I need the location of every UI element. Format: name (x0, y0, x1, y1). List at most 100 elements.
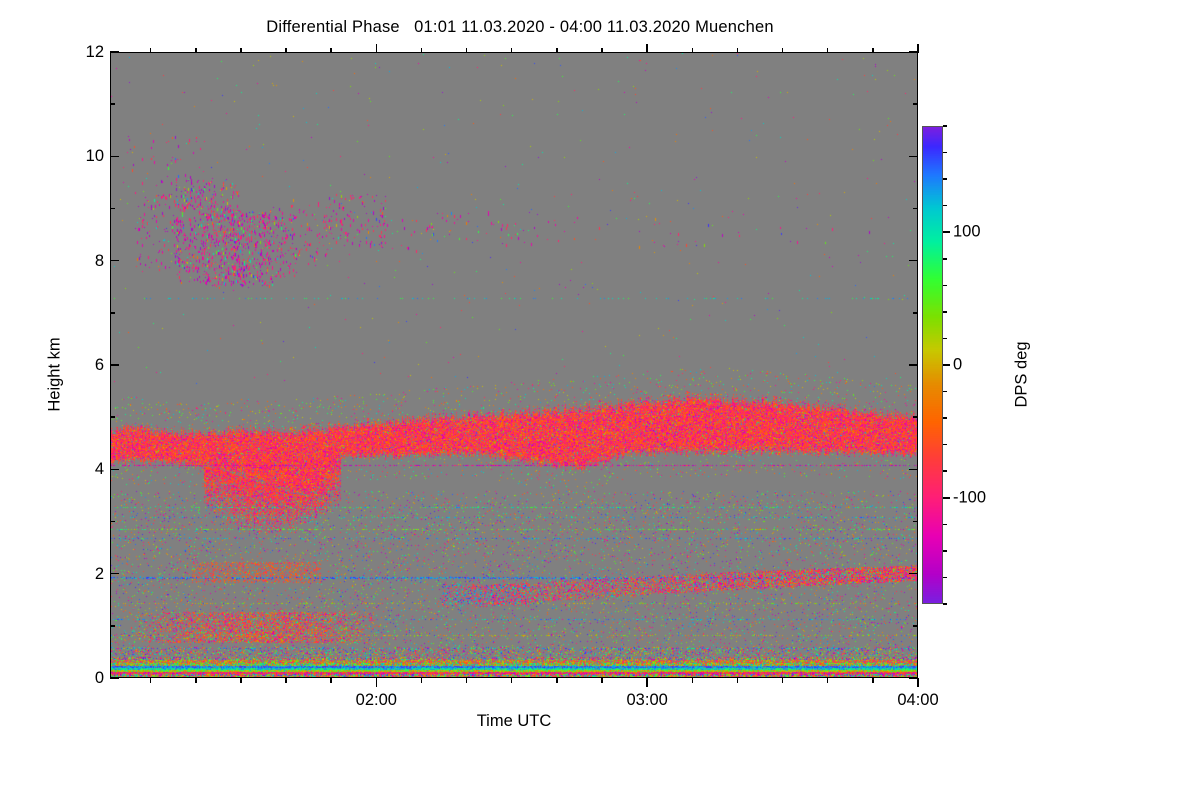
colorbar-minor-tick-mark (943, 125, 947, 127)
x-minor-tick-mark (465, 48, 468, 53)
colorbar-tick-mark (943, 231, 950, 233)
x-minor-tick-mark (872, 48, 874, 53)
y-tick-mark (110, 364, 119, 366)
y-minor-tick-mark (913, 312, 918, 314)
colorbar[interactable] (922, 126, 943, 604)
y-tick-mark (110, 51, 119, 53)
x-tick-label: 02:00 (355, 691, 397, 709)
y-tick-mark (110, 677, 119, 679)
page-title: Differential Phase 01:01 11.03.2020 - 04… (266, 18, 774, 36)
x-minor-tick-mark (736, 678, 739, 683)
y-minor-tick-mark (110, 207, 115, 210)
y-tick-mark (110, 468, 119, 471)
x-tick-label: 03:00 (626, 691, 668, 709)
x-minor-tick-mark (556, 48, 558, 53)
x-minor-tick-mark (601, 678, 603, 683)
colorbar-minor-tick-mark (943, 523, 947, 526)
y-tick-mark (909, 259, 918, 262)
colorbar-minor-tick-mark (943, 151, 947, 154)
x-axis-label: Time UTC (476, 712, 552, 730)
x-minor-tick-mark (420, 678, 423, 683)
x-minor-tick-mark (781, 678, 784, 683)
y-minor-tick-mark (913, 520, 918, 523)
x-tick-mark (375, 678, 378, 687)
x-minor-tick-mark (240, 678, 242, 683)
colorbar-tick-label: 0 (953, 355, 963, 374)
x-minor-tick-mark (781, 48, 784, 53)
x-minor-tick-mark (195, 678, 197, 683)
x-minor-tick-mark (691, 48, 694, 53)
y-minor-tick-mark (110, 625, 115, 627)
y-tick-mark (110, 572, 119, 575)
x-minor-tick-mark (149, 678, 152, 683)
colorbar-minor-tick-mark (943, 417, 947, 419)
colorbar-minor-tick-mark (943, 443, 947, 446)
colorbar-gradient (923, 127, 942, 603)
y-tick-label: 0 (94, 668, 104, 687)
x-minor-tick-mark (285, 48, 287, 53)
x-minor-tick-mark (872, 678, 874, 683)
x-minor-tick-mark (691, 678, 694, 683)
colorbar-minor-tick-mark (943, 603, 947, 605)
x-minor-tick-mark (420, 48, 423, 53)
x-minor-tick-mark (149, 48, 152, 53)
y-tick-label: 12 (85, 42, 104, 61)
x-minor-tick-mark (465, 678, 468, 683)
radar-heatmap-canvas (111, 53, 917, 677)
x-minor-tick-mark (330, 678, 332, 683)
y-tick-mark (110, 155, 119, 158)
y-tick-mark (110, 259, 119, 262)
x-tick-mark (375, 44, 378, 53)
colorbar-minor-tick-mark (943, 550, 947, 552)
colorbar-minor-tick-mark (943, 311, 947, 313)
colorbar-tick-mark (943, 497, 950, 499)
y-axis-label: Height km (45, 337, 64, 412)
y-minor-tick-mark (913, 625, 918, 627)
y-tick-mark (909, 468, 918, 471)
colorbar-tick-label: 100 (953, 222, 981, 241)
y-tick-mark (909, 572, 918, 575)
colorbar-minor-tick-mark (943, 204, 947, 207)
y-tick-label: 2 (94, 564, 104, 583)
colorbar-tick-label: -100 (953, 488, 987, 507)
colorbar-title: DPS deg (1012, 341, 1031, 408)
x-tick-mark (646, 678, 648, 687)
x-minor-tick-mark (195, 48, 197, 53)
y-minor-tick-mark (913, 416, 918, 418)
heatmap-plot-area[interactable] (110, 52, 918, 678)
x-minor-tick-mark (510, 48, 513, 53)
y-minor-tick-mark (110, 312, 115, 314)
colorbar-minor-tick-mark (943, 470, 947, 472)
x-minor-tick-mark (285, 678, 287, 683)
colorbar-minor-tick-mark (943, 576, 947, 579)
colorbar-minor-tick-mark (943, 284, 947, 287)
y-tick-mark (909, 51, 918, 53)
y-tick-label: 8 (94, 251, 104, 270)
y-tick-label: 6 (94, 355, 104, 374)
x-minor-tick-mark (601, 48, 603, 53)
y-minor-tick-mark (913, 103, 918, 105)
x-minor-tick-mark (330, 48, 332, 53)
x-minor-tick-mark (736, 48, 739, 53)
colorbar-minor-tick-mark (943, 258, 947, 260)
colorbar-minor-tick-mark (943, 178, 947, 180)
x-minor-tick-mark (240, 48, 242, 53)
y-tick-label: 4 (94, 460, 104, 479)
y-tick-mark (909, 677, 918, 679)
x-minor-tick-mark (510, 678, 513, 683)
y-minor-tick-mark (110, 103, 115, 105)
colorbar-tick-mark (943, 364, 950, 366)
colorbar-minor-tick-mark (943, 337, 947, 340)
x-tick-mark (917, 678, 919, 687)
y-tick-label: 10 (85, 147, 104, 166)
x-minor-tick-mark (556, 678, 558, 683)
x-tick-label: 04:00 (897, 691, 939, 709)
x-tick-mark (917, 44, 919, 53)
x-tick-mark (646, 44, 648, 53)
y-minor-tick-mark (110, 520, 115, 523)
colorbar-minor-tick-mark (943, 390, 947, 393)
y-tick-mark (909, 364, 918, 366)
y-tick-mark (909, 155, 918, 158)
y-minor-tick-mark (110, 416, 115, 418)
